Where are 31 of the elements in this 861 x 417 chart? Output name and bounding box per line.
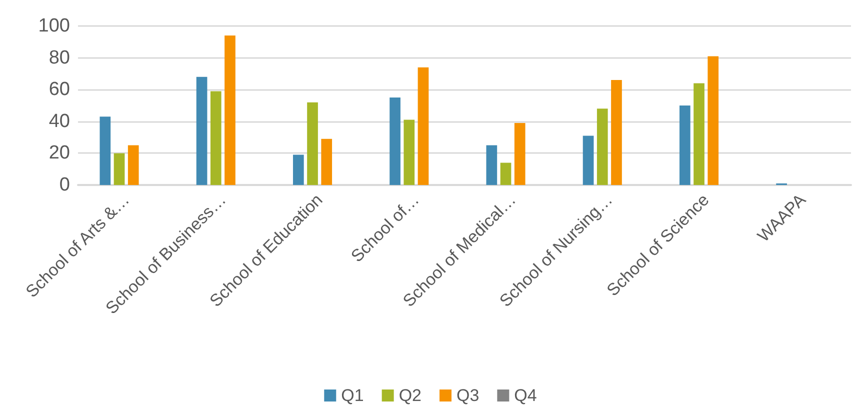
bar (611, 80, 622, 185)
y-tick-label: 0 (59, 174, 70, 196)
bar (307, 102, 318, 185)
bar (100, 116, 111, 185)
bar (486, 145, 498, 185)
y-tick-label: 40 (48, 110, 70, 132)
bar (679, 106, 690, 185)
y-tick-label: 80 (48, 47, 70, 68)
y-tick-label: 60 (48, 79, 70, 100)
bar (321, 138, 332, 185)
bar (390, 98, 400, 185)
bar (418, 67, 429, 185)
bar (514, 122, 526, 185)
legend-label: Q4 (514, 386, 537, 405)
bar (196, 76, 208, 185)
y-tick-label: 100 (38, 16, 70, 36)
bar (596, 108, 608, 185)
bar (114, 153, 125, 185)
bar (708, 56, 719, 185)
bar (500, 162, 512, 185)
legend-label: Q2 (398, 386, 422, 405)
y-tick-label: 20 (48, 142, 70, 164)
bar (582, 136, 594, 185)
bar (210, 91, 222, 185)
bar (128, 145, 139, 185)
legend-label: Q1 (341, 386, 364, 405)
bar (292, 154, 304, 185)
bar (404, 120, 415, 185)
bar (224, 36, 236, 185)
bar (694, 83, 704, 185)
legend-label: Q3 (456, 386, 480, 405)
